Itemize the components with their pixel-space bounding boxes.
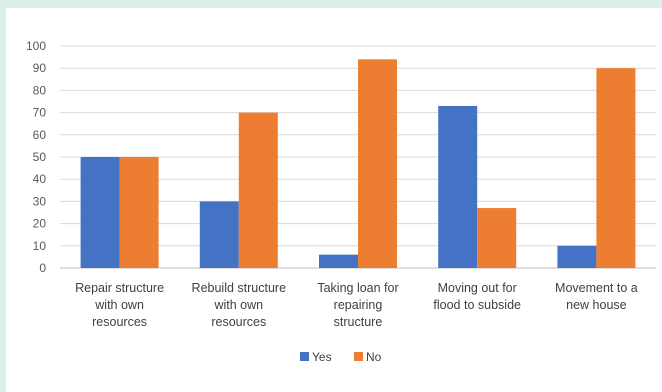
y-tick-label: 20	[33, 217, 47, 231]
y-tick-label: 80	[33, 83, 47, 97]
y-tick-label: 100	[26, 39, 46, 53]
x-category-label: Taking loan for repairing structure	[317, 281, 398, 329]
y-tick-label: 70	[33, 106, 47, 120]
x-axis-labels: Repair structure with own resources Rebuild…	[75, 281, 638, 329]
legend: Yes No	[300, 350, 382, 364]
x-category-label: Moving out for flood to subside	[433, 281, 521, 312]
legend-swatch-no	[354, 352, 363, 361]
bar-yes-2	[319, 254, 358, 268]
bar-yes-1	[199, 201, 239, 268]
x-category-label: Movement to a new house	[555, 281, 638, 312]
y-tick-label: 90	[33, 61, 47, 75]
y-axis-ticks: 0 10 20 30 40 50 60 70 80 90 100	[26, 39, 46, 275]
bar-yes-3	[438, 105, 478, 268]
y-tick-label: 50	[33, 150, 47, 164]
x-category-label: Rebuild structure with own resources	[192, 281, 287, 329]
y-tick-label: 60	[33, 128, 47, 142]
y-tick-label: 0	[39, 261, 46, 275]
x-category-label: Repair structure with own resources	[75, 281, 164, 329]
bar-yes-0	[80, 157, 120, 268]
bar-no-0	[119, 157, 159, 268]
y-tick-label: 40	[33, 172, 47, 186]
bar-yes-4	[557, 245, 597, 268]
bar-no-2	[358, 59, 397, 268]
y-tick-label: 30	[33, 194, 47, 208]
bar-no-4	[596, 68, 636, 268]
legend-swatch-yes	[300, 352, 309, 361]
bar-no-3	[477, 208, 517, 268]
bars	[80, 59, 636, 268]
bar-no-1	[238, 112, 278, 268]
legend-label-no: No	[366, 350, 382, 364]
legend-label-yes: Yes	[312, 350, 332, 364]
chart-panel: 0 10 20 30 40 50 60 70 80 90 100 Repair structure w…	[6, 8, 662, 392]
y-tick-label: 10	[33, 239, 47, 253]
bar-chart: 0 10 20 30 40 50 60 70 80 90 100 Repair structure w…	[26, 39, 656, 364]
